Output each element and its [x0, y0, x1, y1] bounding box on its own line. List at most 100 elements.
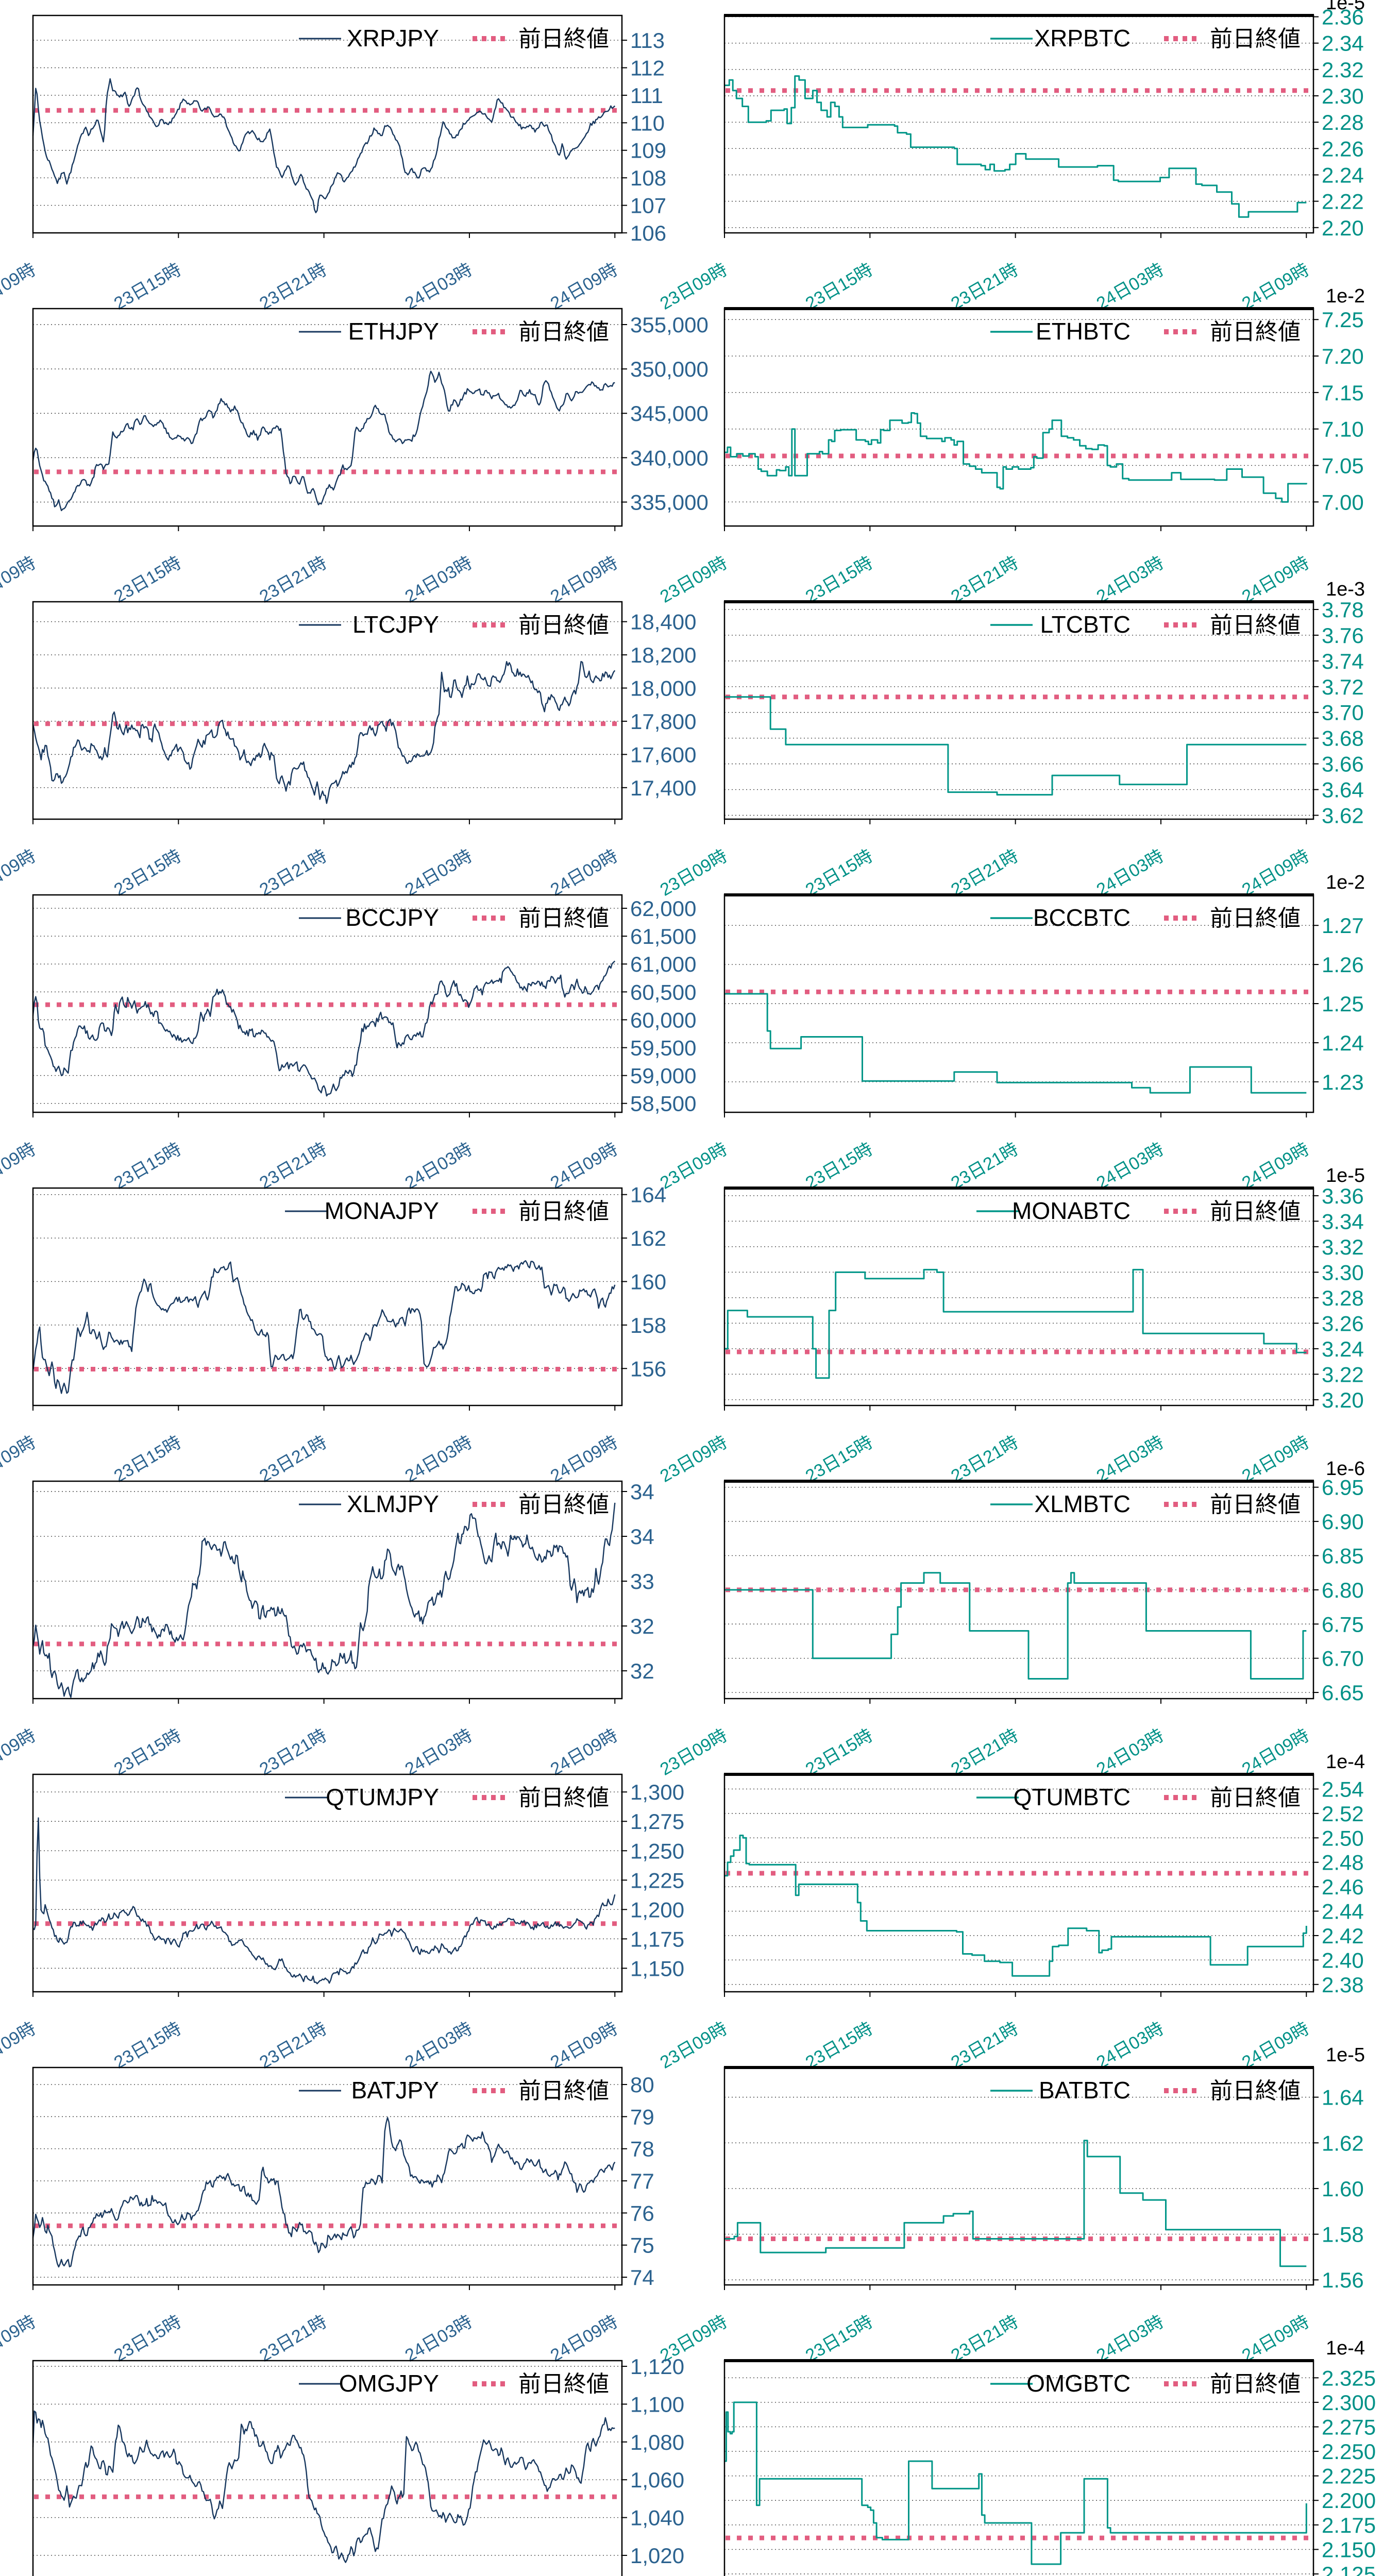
- y-tick-label: 76: [630, 2201, 654, 2225]
- y-axis-labels: 32 32 33 34 34: [630, 1480, 654, 1683]
- series-line-QTUMJPY: [32, 1817, 616, 1985]
- y-tick-label: 60,000: [630, 1008, 696, 1032]
- y-tick-label: 1,060: [630, 2468, 684, 2492]
- legend-prev-close-label: 前日終値: [518, 1785, 609, 1810]
- y-tick-label: 2.42: [1322, 1924, 1364, 1948]
- y-axis-labels: 2.1252.1502.1752.2002.2252.2502.2752.300…: [1322, 2366, 1376, 2576]
- y-axis-labels: 58,500 59,000 59,500 60,000 60,500 61,000 61,5…: [630, 896, 696, 1116]
- plot-frame: [32, 14, 623, 234]
- y-tick-label: 3.26: [1322, 1311, 1364, 1335]
- y-tick-label: 2.300: [1322, 2391, 1376, 2415]
- y-tick-label: 6.65: [1322, 1681, 1364, 1705]
- y-tick-label: 32: [630, 1659, 654, 1683]
- series-line-OMGJPY: [32, 2410, 615, 2563]
- legend-OMGBTC: OMGBTC 前日終値: [990, 2370, 1301, 2397]
- chart-OMGJPY: 1,0201,0401,0601,0801,1001,12023日09時23日1…: [32, 2354, 684, 2576]
- y-tick-label: 2.200: [1322, 2488, 1376, 2513]
- y-tick-label: 108: [630, 166, 666, 190]
- y-axis-labels: 74 75 76 77 78 79 80: [630, 2073, 654, 2290]
- y-tick-label: 61,500: [630, 924, 696, 948]
- plot-frame: [32, 2066, 623, 2286]
- y-tick-label: 110: [630, 111, 665, 135]
- series-line-BCCJPY: [32, 960, 616, 1097]
- legend-prev-close-label: 前日終値: [1210, 26, 1301, 52]
- series-line-XLMJPY: [32, 1502, 616, 1698]
- legend-series-label: OMGJPY: [339, 2370, 439, 2397]
- y-tick-label: 7.10: [1322, 417, 1364, 442]
- y-tick-label: 2.22: [1322, 190, 1364, 214]
- y-tick-label: 18,400: [630, 610, 696, 634]
- y-tick-label: 2.50: [1322, 1826, 1364, 1850]
- legend-series-label: OMGBTC: [1026, 2370, 1131, 2397]
- y-tick-label: 6.90: [1322, 1510, 1364, 1534]
- legend-series-label: BCCJPY: [346, 904, 439, 931]
- legend-prev-close-label: 前日終値: [518, 26, 609, 52]
- y-tick-label: 2.32: [1322, 58, 1364, 82]
- plot-frame: [32, 2360, 623, 2576]
- legend-series-label: XRPJPY: [347, 25, 439, 52]
- y-tick-label: 2.30: [1322, 84, 1364, 108]
- y-tick-label: 6.80: [1322, 1578, 1364, 1602]
- axis-offset-label: 1e-5: [1326, 1165, 1365, 1187]
- y-tick-label: 32: [630, 1614, 654, 1638]
- plot-frame: [32, 1773, 623, 1993]
- legend-prev-close-label: 前日終値: [518, 613, 609, 638]
- y-tick-label: 3.76: [1322, 623, 1364, 648]
- legend-series-label: XRPBTC: [1034, 25, 1131, 52]
- y-tick-label: 2.46: [1322, 1875, 1364, 1899]
- legend-XRPBTC: XRPBTC 前日終値: [990, 25, 1301, 52]
- y-tick-label: 6.75: [1322, 1612, 1364, 1636]
- axis-offset-label: 1e-5: [1326, 2044, 1365, 2066]
- y-tick-label: 3.22: [1322, 1362, 1364, 1386]
- chart-cell-BCCJPY: 58,500 59,000 59,500 60,000 60,500 61,000 61,5…: [0, 879, 696, 1193]
- legend-series-label: BATJPY: [351, 2077, 439, 2104]
- legend-prev-close-label: 前日終値: [1210, 319, 1301, 345]
- y-tick-label: 113: [630, 28, 665, 53]
- chart-BCCJPY: 58,500 59,000 59,500 60,000 60,500 61,000 61,5…: [0, 894, 696, 1193]
- legend-prev-close-label: 前日終値: [1210, 1492, 1301, 1517]
- y-tick-label: 1.23: [1322, 1070, 1364, 1094]
- axis-offset-label: 1e-6: [1326, 1458, 1365, 1480]
- chart-cell-XLMJPY: 32 32 33 34 34 23日09時 23日15時 23日21時 24日03時 24日09時…: [0, 1466, 692, 1780]
- y-tick-label: 164: [630, 1183, 666, 1207]
- legend-series-label: XLMBTC: [1034, 1490, 1131, 1517]
- y-axis-labels: 17,400 17,600 17,800 18,000 18,200 18,400: [630, 610, 696, 800]
- y-tick-label: 17,600: [630, 742, 696, 767]
- y-tick-label: 1.60: [1322, 2177, 1364, 2201]
- y-tick-label: 162: [630, 1226, 666, 1250]
- legend-prev-close-label: 前日終値: [1210, 1199, 1301, 1224]
- axis-offset-label: 1e-5: [1326, 0, 1365, 14]
- y-tick-label: 1.25: [1322, 992, 1364, 1016]
- chart-cell-ETHJPY: 335,000 340,000 345,000 350,000 355,000 23日09…: [0, 293, 709, 607]
- y-tick-label: 1,100: [630, 2392, 684, 2416]
- legend-ETHJPY: ETHJPY 前日終値: [299, 318, 609, 345]
- chart-cell-XRPBTC: 2.20 2.22 2.24 2.26 2.28 2.30 2.32 2.34 2.36 23日0…: [657, 0, 1383, 314]
- y-tick-label: 1,020: [630, 2544, 684, 2568]
- gridlines: [724, 925, 1319, 1082]
- gridlines: [724, 608, 1319, 816]
- y-tick-label: 2.48: [1322, 1851, 1364, 1875]
- y-axis-labels: 156 158 160 162 164: [630, 1183, 666, 1381]
- y-tick-label: 2.325: [1322, 2366, 1376, 2390]
- y-tick-label: 3.68: [1322, 726, 1364, 751]
- y-tick-label: 18,200: [630, 643, 696, 667]
- chart-ETHJPY: 335,000340,000345,000350,000355,00023日09…: [0, 308, 709, 607]
- chart-cell-XRPJPY: 106 107 108 109 110 111 112 113 23日09時 23日15時 23日2…: [0, 0, 692, 314]
- y-tick-label: 2.34: [1322, 31, 1364, 56]
- y-tick-label: 2.44: [1322, 1900, 1364, 1924]
- y-tick-label: 75: [630, 2233, 654, 2258]
- gridlines: [724, 2096, 1319, 2281]
- chart-MONABTC: 3.203.223.243.263.283.303.323.343.3623日0…: [657, 1165, 1365, 1486]
- legend-prev-close-label: 前日終値: [1210, 2371, 1301, 2397]
- y-tick-label: 345,000: [630, 401, 709, 426]
- gridlines: [724, 1788, 1319, 1985]
- legend-series-label: LTCJPY: [352, 611, 439, 638]
- series-line-XRPBTC: [724, 75, 1307, 218]
- legend-series-label: MONAJPY: [325, 1197, 439, 1224]
- y-tick-label: 1.27: [1322, 913, 1364, 938]
- y-tick-label: 62,000: [630, 896, 696, 921]
